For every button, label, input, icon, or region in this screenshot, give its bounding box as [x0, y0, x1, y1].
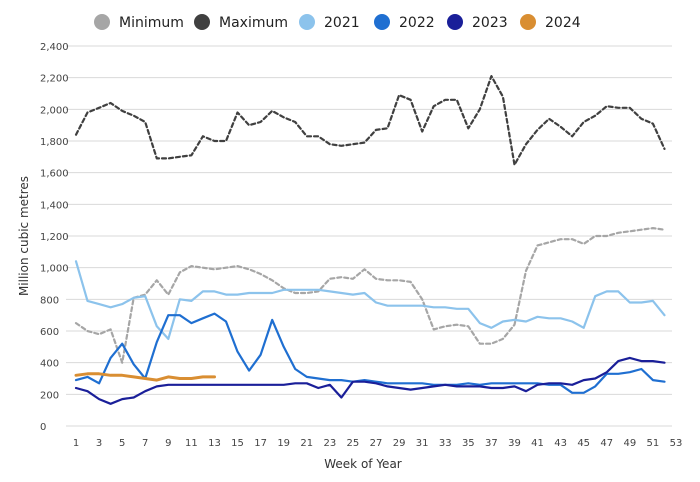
x-tick-label: 5 [119, 438, 125, 449]
series-line-2023 [74, 356, 666, 405]
y-tick-label: 2,200 [40, 74, 69, 85]
x-tick-label: 39 [508, 438, 521, 449]
legend-item-2021: 2021 [299, 14, 360, 31]
x-tick-label: 17 [254, 438, 267, 449]
y-tick-label: 2,000 [40, 105, 69, 116]
x-tick-label: 43 [554, 438, 567, 449]
x-tick-label: 33 [439, 438, 452, 449]
legend-marker [374, 14, 390, 30]
legend-label: Maximum [219, 15, 288, 31]
y-tick-label: 1,000 [40, 264, 69, 275]
x-tick-label: 25 [347, 438, 360, 449]
x-tick-label: 51 [647, 438, 660, 449]
y-tick-label: 200 [40, 390, 59, 401]
grid-lines [66, 45, 672, 427]
x-tick-label: 13 [208, 438, 221, 449]
legend-item-2023: 2023 [447, 14, 508, 31]
legend-label: 2024 [545, 15, 581, 31]
y-tick-label: 800 [40, 295, 59, 306]
x-tick-label: 47 [600, 438, 613, 449]
series-line-2021 [74, 260, 666, 340]
y-tick-label: 1,200 [40, 232, 69, 243]
legend-item-2024: 2024 [520, 14, 581, 31]
x-tick-label: 37 [485, 438, 498, 449]
x-tick-label: 1 [73, 438, 79, 449]
legend-marker [194, 14, 210, 30]
y-tick-label: 2,400 [40, 42, 69, 53]
x-tick-label: 3 [96, 438, 102, 449]
x-tick-label: 41 [531, 438, 544, 449]
legend: Minimum Maximum 2021 2022 2023 2024 [94, 14, 581, 31]
legend-label: 2023 [472, 15, 508, 31]
x-tick-label: 7 [142, 438, 148, 449]
legend-label: 2021 [324, 15, 360, 31]
x-tick-label: 19 [277, 438, 290, 449]
legend-marker [447, 14, 463, 30]
legend-item-maximum: Maximum [194, 14, 288, 31]
x-tick-label: 23 [323, 438, 336, 449]
series-line-maximum [74, 74, 666, 166]
y-axis-title: Million cubic metres [17, 176, 31, 296]
y-tick-label: 1,400 [40, 200, 69, 211]
series-line-minimum [74, 227, 666, 364]
legend-item-2022: 2022 [374, 14, 435, 31]
series-line-2022 [74, 312, 666, 394]
y-tick-label: 0 [40, 422, 46, 433]
x-tick-label: 11 [185, 438, 198, 449]
y-tick-label: 1,800 [40, 137, 69, 148]
x-tick-label: 21 [300, 438, 313, 449]
y-tick-label: 400 [40, 359, 59, 370]
x-tick-label: 35 [462, 438, 475, 449]
legend-item-minimum: Minimum [94, 14, 184, 31]
legend-marker [94, 14, 110, 30]
x-tick-label: 29 [393, 438, 406, 449]
x-axis-title: Week of Year [324, 457, 402, 471]
y-axis-ticks: 0 200 400 600 800 1,000 1,200 1,400 1,600 1,800 2,… [40, 42, 69, 433]
x-axis-ticks: 1 3 5 7 9 11 13 15 17 19 21 23 25 27 29 31 33 35 37 39 41 43 4… [73, 438, 683, 449]
x-tick-label: 15 [231, 438, 244, 449]
x-tick-label: 45 [577, 438, 590, 449]
y-tick-label: 1,600 [40, 169, 69, 180]
series-lines [74, 74, 666, 405]
x-tick-label: 9 [165, 438, 171, 449]
x-tick-label: 31 [416, 438, 429, 449]
legend-marker [520, 14, 536, 30]
y-tick-label: 600 [40, 327, 59, 338]
x-tick-label: 49 [623, 438, 636, 449]
legend-label: 2022 [399, 15, 435, 31]
legend-label: Minimum [119, 15, 184, 31]
legend-marker [299, 14, 315, 30]
series-line-2024 [74, 372, 216, 382]
x-tick-label: 27 [370, 438, 383, 449]
x-tick-label: 53 [670, 438, 683, 449]
